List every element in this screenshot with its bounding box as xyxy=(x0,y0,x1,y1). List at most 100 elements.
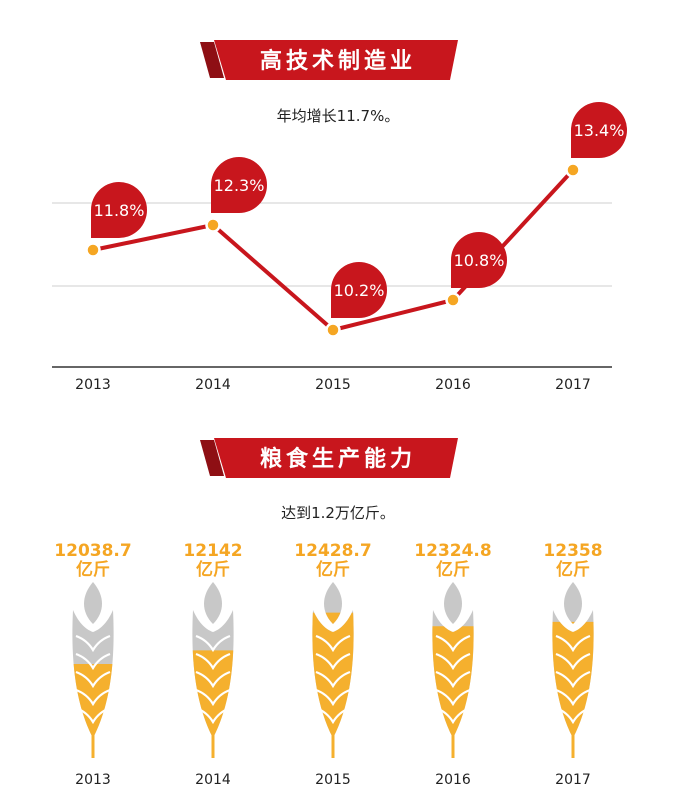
line-data-label: 11.8% xyxy=(94,201,145,220)
wheat-grain-line xyxy=(75,670,111,689)
wheat-grain-line xyxy=(315,706,351,725)
line-point-2014 xyxy=(205,217,221,233)
line-pins-layer: 11.8% 12.3% 10.2% 10.8% 13.4% xyxy=(91,102,627,318)
wheat-unit-label: 亿斤 xyxy=(316,559,350,580)
line-pin-shape xyxy=(571,102,627,158)
wheat-x-tick-label: 2013 xyxy=(75,772,111,788)
line-chart: 11.8%12.3%10.2%10.8%13.4% 2013 2014 2015 20… xyxy=(52,102,627,393)
section2-banner-shadow xyxy=(200,440,224,476)
section1-subtitle: 年均增长11.7%。 xyxy=(277,107,400,125)
wheat-fill xyxy=(552,621,594,738)
wheat-grain-line xyxy=(435,652,471,671)
section1-banner-bg xyxy=(214,40,458,80)
line-pin-shape xyxy=(451,232,507,288)
section1-title: 高技术制造业 xyxy=(260,48,416,74)
line-ticks-layer: 2013 2014 2015 2016 2017 xyxy=(75,377,591,393)
wheat-grain-line xyxy=(435,688,471,707)
wheat-x-tick-label: 2014 xyxy=(195,772,231,788)
wheat-grain-line xyxy=(195,688,231,707)
wheat-tuft xyxy=(444,582,462,624)
wheat-fill xyxy=(312,612,354,738)
wheat-grain-line xyxy=(555,706,591,725)
line-point-2016 xyxy=(445,292,461,308)
line-pin-2013: 11.8% xyxy=(91,182,147,238)
wheat-value-label: 12358 xyxy=(543,541,602,561)
line-point-2013 xyxy=(85,242,101,258)
wheat-unit-label: 亿斤 xyxy=(76,559,110,580)
wheat-fill xyxy=(73,663,113,738)
line-data-label: 10.8% xyxy=(454,251,505,270)
wheat-grain-line xyxy=(195,634,231,653)
wheat-chart: 12038.7亿斤201312142亿斤201412428.7亿斤2015123… xyxy=(54,541,602,788)
line-pin-2015: 10.2% xyxy=(331,262,387,318)
wheat-tuft xyxy=(84,582,102,624)
wheat-body-filled xyxy=(552,621,594,738)
wheat-grain-line xyxy=(435,706,471,725)
wheat-unit-label: 亿斤 xyxy=(556,559,590,580)
wheat-value-label: 12324.8 xyxy=(414,541,491,561)
line-x-tick-label: 2016 xyxy=(435,377,471,393)
wheat-grain-line xyxy=(315,688,351,707)
wheat-grain-line xyxy=(75,634,111,653)
line-data-label: 13.4% xyxy=(574,121,625,140)
line-point-2015 xyxy=(325,322,341,338)
wheat-tuft-filled xyxy=(325,612,341,624)
section2-title: 粮食生产能力 xyxy=(260,446,416,472)
wheat-grain-line xyxy=(555,652,591,671)
section1-banner-shadow xyxy=(200,42,224,78)
wheat-grain-line xyxy=(195,670,231,689)
line-x-tick-label: 2015 xyxy=(315,377,351,393)
wheat-grain-line xyxy=(75,652,111,671)
wheat-tuft xyxy=(564,582,582,624)
line-point-2017 xyxy=(565,162,581,178)
line-pin-shape xyxy=(211,157,267,213)
line-data-label: 12.3% xyxy=(214,176,265,195)
wheat-grain-line xyxy=(75,706,111,725)
line-pin-2016: 10.8% xyxy=(451,232,507,288)
wheat-grain-line xyxy=(435,670,471,689)
wheat-grain-line xyxy=(555,688,591,707)
wheat-grain-line xyxy=(315,670,351,689)
wheat-tuft-filled xyxy=(571,621,575,624)
line-x-tick-label: 2017 xyxy=(555,377,591,393)
wheat-value-label: 12038.7 xyxy=(54,541,131,561)
wheat-grain-line xyxy=(195,706,231,725)
line-data-label: 10.2% xyxy=(334,281,385,300)
wheat-value-label: 12428.7 xyxy=(294,541,371,561)
section2-subtitle: 达到1.2万亿斤。 xyxy=(281,504,395,522)
line-pin-shape xyxy=(331,262,387,318)
line-x-tick-label: 2013 xyxy=(75,377,111,393)
wheat-item-2013: 12038.7亿斤 2013 xyxy=(54,541,131,788)
line-x-tick-label: 2014 xyxy=(195,377,231,393)
line-pin-2017: 13.4% xyxy=(571,102,627,158)
wheat-x-tick-label: 2017 xyxy=(555,772,591,788)
line-pin-shape xyxy=(91,182,147,238)
wheat-body-filled xyxy=(192,650,234,738)
wheat-body-filled xyxy=(312,612,354,738)
wheat-tuft xyxy=(204,582,222,624)
wheat-item-2016: 12324.8亿斤 2016 xyxy=(414,541,491,788)
wheat-grain-line xyxy=(435,634,471,653)
wheat-grain-line xyxy=(555,670,591,689)
wheat-unit-label: 亿斤 xyxy=(196,559,230,580)
wheat-fill xyxy=(192,650,234,738)
line-pin-2014: 12.3% xyxy=(211,157,267,213)
wheat-unit-label: 亿斤 xyxy=(436,559,470,580)
line-points-layer xyxy=(85,162,581,338)
section1-banner: 高技术制造业 xyxy=(200,40,458,80)
wheat-grain-line xyxy=(315,634,351,653)
wheat-x-tick-label: 2015 xyxy=(315,772,351,788)
wheat-grain-line xyxy=(75,688,111,707)
wheat-grain-line xyxy=(555,634,591,653)
wheat-grain-line xyxy=(195,652,231,671)
wheat-value-label: 12142 xyxy=(183,541,242,561)
wheat-grain-line xyxy=(315,652,351,671)
wheat-item-2015: 12428.7亿斤 2015 xyxy=(294,541,371,788)
section2-banner: 粮食生产能力 xyxy=(200,438,458,478)
wheat-body-filled xyxy=(73,663,113,738)
section2-banner-bg xyxy=(214,438,458,478)
